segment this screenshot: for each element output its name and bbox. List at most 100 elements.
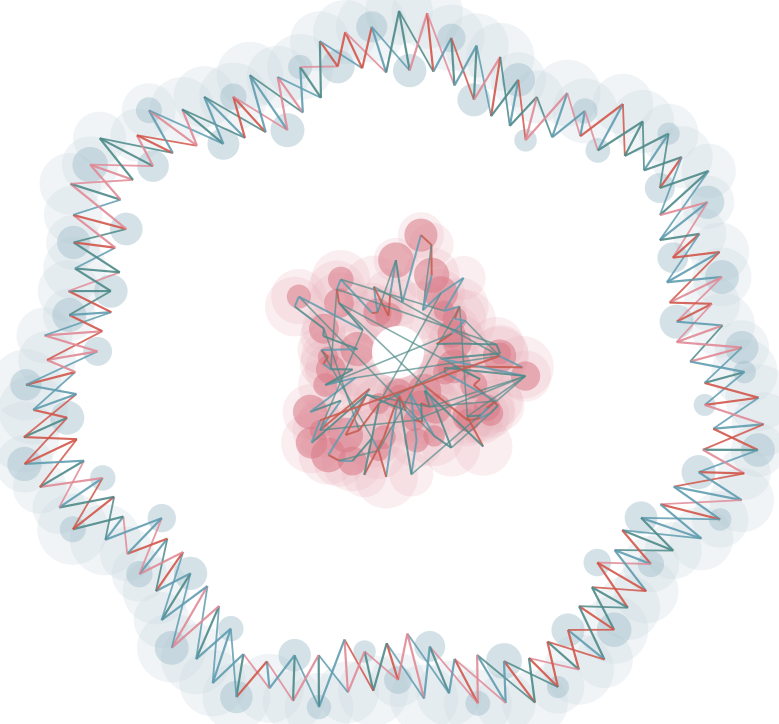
outer-edge [147,109,174,154]
inner-edge [382,406,396,438]
outer-edge [344,31,364,69]
outer-edge [643,133,670,172]
outer-edge [277,76,322,99]
outer-edge [23,393,78,438]
inner-cluster-edges [293,234,527,478]
outer-edge [46,358,76,374]
inner-edge [466,416,485,447]
outer-edge [673,485,721,521]
inner-edge [310,393,368,444]
outer-edge [660,503,721,521]
inner-edge [410,375,527,476]
inner-edge [393,395,401,408]
outer-edge [623,120,644,157]
outer-edge [104,517,163,541]
outer-edge [704,396,759,407]
outer-edge [232,95,267,133]
outer-edge [597,120,644,152]
outer-edge [428,645,451,694]
inner-edge [345,429,360,436]
outer-edge [70,178,134,185]
outer-edge [528,657,580,671]
inner-edge [294,305,325,330]
outer-edge [265,661,271,689]
outer-edge [104,515,125,541]
outer-edge [385,642,425,700]
outer-edge [248,74,289,131]
outer-edge [579,103,624,138]
outer-edge [235,660,268,698]
outer-edge [472,56,502,101]
inner-edge [322,335,358,351]
outer-edge [712,396,760,430]
outer-edge [203,96,246,139]
inner-edge [322,362,332,371]
outer-edge [72,198,121,216]
outer-edge [669,275,723,304]
inner-edge [327,454,340,462]
outer-edge [578,605,615,631]
inner-edge [464,320,501,357]
outer-edge [666,233,701,283]
inner-edge [433,435,452,449]
inner-edge [338,449,379,462]
inner-edge [410,440,418,475]
inner-edge [440,277,465,295]
outer-edge [69,182,127,230]
inner-edge [363,436,385,476]
outer-edge [155,538,169,592]
outer-edge [524,92,569,142]
outer-edge [73,241,121,274]
outer-edge [72,477,104,530]
outer-edge [291,655,296,701]
outer-edge [266,660,294,702]
outer-edge [32,408,68,419]
outer-edge [249,74,304,114]
outer-edge [336,31,347,67]
outer-edge [643,156,683,172]
outer-edge [475,45,493,117]
inner-edge [436,342,458,346]
outer-edge [698,449,759,473]
outer-edge [591,586,647,593]
outer-edge [346,651,366,693]
inner-edge [486,400,497,409]
outer-edge [546,641,560,688]
outer-edge [426,12,456,86]
outer-edge [39,459,85,489]
inner-edge [444,366,526,378]
outer-edge [668,251,721,304]
inner-edge [453,306,461,320]
inner-edge [338,302,425,386]
outer-edge [58,495,115,509]
outer-edge [398,10,435,73]
outer-edge [659,170,710,216]
inner-edge [378,292,442,404]
outer-edge [203,96,225,145]
inner-edge [319,399,342,431]
outer-edge [698,471,745,475]
inner-edge [338,302,364,331]
inner-edge [324,333,452,386]
outer-edge [370,26,388,73]
inner-edge [420,234,433,246]
outer-node [596,612,632,648]
inner-edge [489,404,499,414]
outer-edge [566,92,582,137]
outer-edge [160,551,184,621]
outer-edge [44,330,103,337]
outer-edge [499,56,511,127]
outer-edge [676,320,723,327]
inner-center-hole [372,326,424,378]
outer-edge [453,44,478,87]
outer-edge [659,169,710,190]
outer-edge [672,201,709,259]
outer-edge [672,250,720,259]
outer-edge [503,660,536,704]
outer-edge [232,96,247,139]
outer-edge [23,438,78,465]
outer-edge [476,654,479,704]
outer-edge [74,267,120,274]
outer-edge [195,627,232,660]
